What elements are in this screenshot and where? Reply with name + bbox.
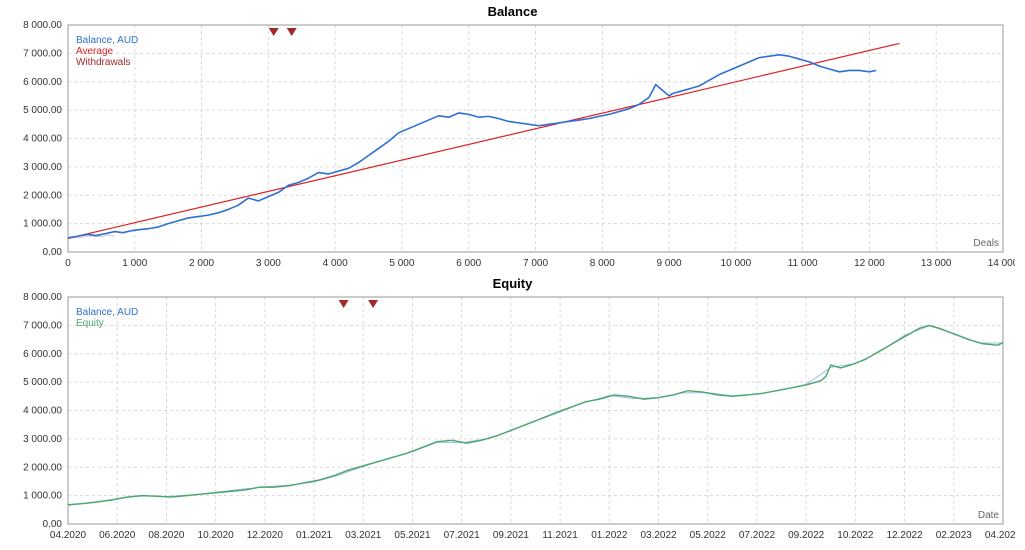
svg-text:03.2021: 03.2021 (345, 530, 382, 541)
svg-text:5 000.00: 5 000.00 (23, 377, 62, 388)
svg-text:Balance, AUD: Balance, AUD (76, 35, 138, 46)
svg-text:5 000.00: 5 000.00 (23, 105, 62, 116)
svg-text:3 000.00: 3 000.00 (23, 434, 62, 445)
svg-text:6 000: 6 000 (456, 258, 481, 269)
svg-text:Withdrawals: Withdrawals (76, 57, 130, 68)
svg-text:2 000: 2 000 (189, 258, 214, 269)
svg-text:05.2022: 05.2022 (690, 530, 727, 541)
equity-plot: 0.00 1 000.00 2 000.00 3 000.00 4 000.00 5 00… (10, 293, 1015, 548)
svg-text:12.2022: 12.2022 (887, 530, 924, 541)
svg-text:05.2021: 05.2021 (394, 530, 431, 541)
page-root: Balance 0.00 1 000.00 2 000.00 3 000.00 4 00… (0, 0, 1025, 550)
svg-text:3 000: 3 000 (256, 258, 281, 269)
svg-text:Average: Average (76, 46, 114, 57)
balance-chart-block: Balance 0.00 1 000.00 2 000.00 3 000.00 4 00… (10, 4, 1015, 276)
svg-text:6 000.00: 6 000.00 (23, 77, 62, 88)
svg-text:11.2021: 11.2021 (542, 530, 578, 541)
svg-text:4 000.00: 4 000.00 (23, 406, 62, 417)
svg-text:8 000.00: 8 000.00 (23, 293, 62, 303)
svg-text:03.2022: 03.2022 (640, 530, 677, 541)
equity-chart-block: Equity 0.00 1 000.00 2 000.00 3 000.00 4 000… (10, 276, 1015, 548)
svg-text:2 000.00: 2 000.00 (23, 190, 62, 201)
equity-svg: 0.00 1 000.00 2 000.00 3 000.00 4 000.00 5 00… (10, 293, 1015, 548)
svg-text:4 000: 4 000 (323, 258, 348, 269)
svg-text:7 000.00: 7 000.00 (23, 48, 62, 59)
svg-text:08.2020: 08.2020 (148, 530, 185, 541)
svg-text:2 000.00: 2 000.00 (23, 462, 62, 473)
svg-text:04.2023: 04.2023 (985, 530, 1015, 541)
balance-svg: 0.00 1 000.00 2 000.00 3 000.00 4 000.00 5 00… (10, 21, 1015, 276)
svg-text:02.2023: 02.2023 (936, 530, 973, 541)
svg-text:5 000: 5 000 (389, 258, 414, 269)
svg-text:10.2022: 10.2022 (837, 530, 874, 541)
svg-text:10.2020: 10.2020 (198, 530, 235, 541)
svg-text:8 000: 8 000 (590, 258, 615, 269)
svg-text:09.2022: 09.2022 (788, 530, 825, 541)
svg-text:4 000.00: 4 000.00 (23, 134, 62, 145)
svg-text:Equity: Equity (76, 318, 104, 329)
balance-chart-title: Balance (10, 4, 1015, 19)
svg-text:12 000: 12 000 (854, 258, 885, 269)
svg-text:11 000: 11 000 (788, 258, 818, 269)
svg-text:1 000.00: 1 000.00 (23, 491, 62, 502)
svg-text:07.2022: 07.2022 (739, 530, 776, 541)
svg-text:12.2020: 12.2020 (247, 530, 284, 541)
svg-text:0: 0 (65, 258, 71, 269)
svg-text:0.00: 0.00 (43, 247, 63, 258)
svg-text:14 000: 14 000 (988, 258, 1015, 269)
svg-text:7 000: 7 000 (523, 258, 548, 269)
svg-text:01.2021: 01.2021 (296, 530, 333, 541)
svg-text:Deals: Deals (973, 238, 999, 249)
svg-text:7 000.00: 7 000.00 (23, 320, 62, 331)
equity-chart-title: Equity (10, 276, 1015, 291)
svg-text:06.2020: 06.2020 (99, 530, 136, 541)
svg-text:3 000.00: 3 000.00 (23, 162, 62, 173)
svg-text:Balance, AUD: Balance, AUD (76, 307, 138, 318)
svg-text:04.2020: 04.2020 (50, 530, 87, 541)
svg-text:1 000.00: 1 000.00 (23, 219, 62, 230)
svg-text:07.2021: 07.2021 (444, 530, 481, 541)
balance-plot: 0.00 1 000.00 2 000.00 3 000.00 4 000.00 5 00… (10, 21, 1015, 276)
svg-text:0.00: 0.00 (43, 519, 63, 530)
svg-text:01.2022: 01.2022 (591, 530, 628, 541)
svg-text:9 000: 9 000 (657, 258, 682, 269)
svg-text:09.2021: 09.2021 (493, 530, 530, 541)
svg-text:13 000: 13 000 (921, 258, 952, 269)
svg-text:6 000.00: 6 000.00 (23, 349, 62, 360)
svg-text:1 000: 1 000 (122, 258, 147, 269)
svg-text:8 000.00: 8 000.00 (23, 21, 62, 31)
svg-text:10 000: 10 000 (721, 258, 752, 269)
svg-text:Date: Date (978, 510, 1000, 521)
